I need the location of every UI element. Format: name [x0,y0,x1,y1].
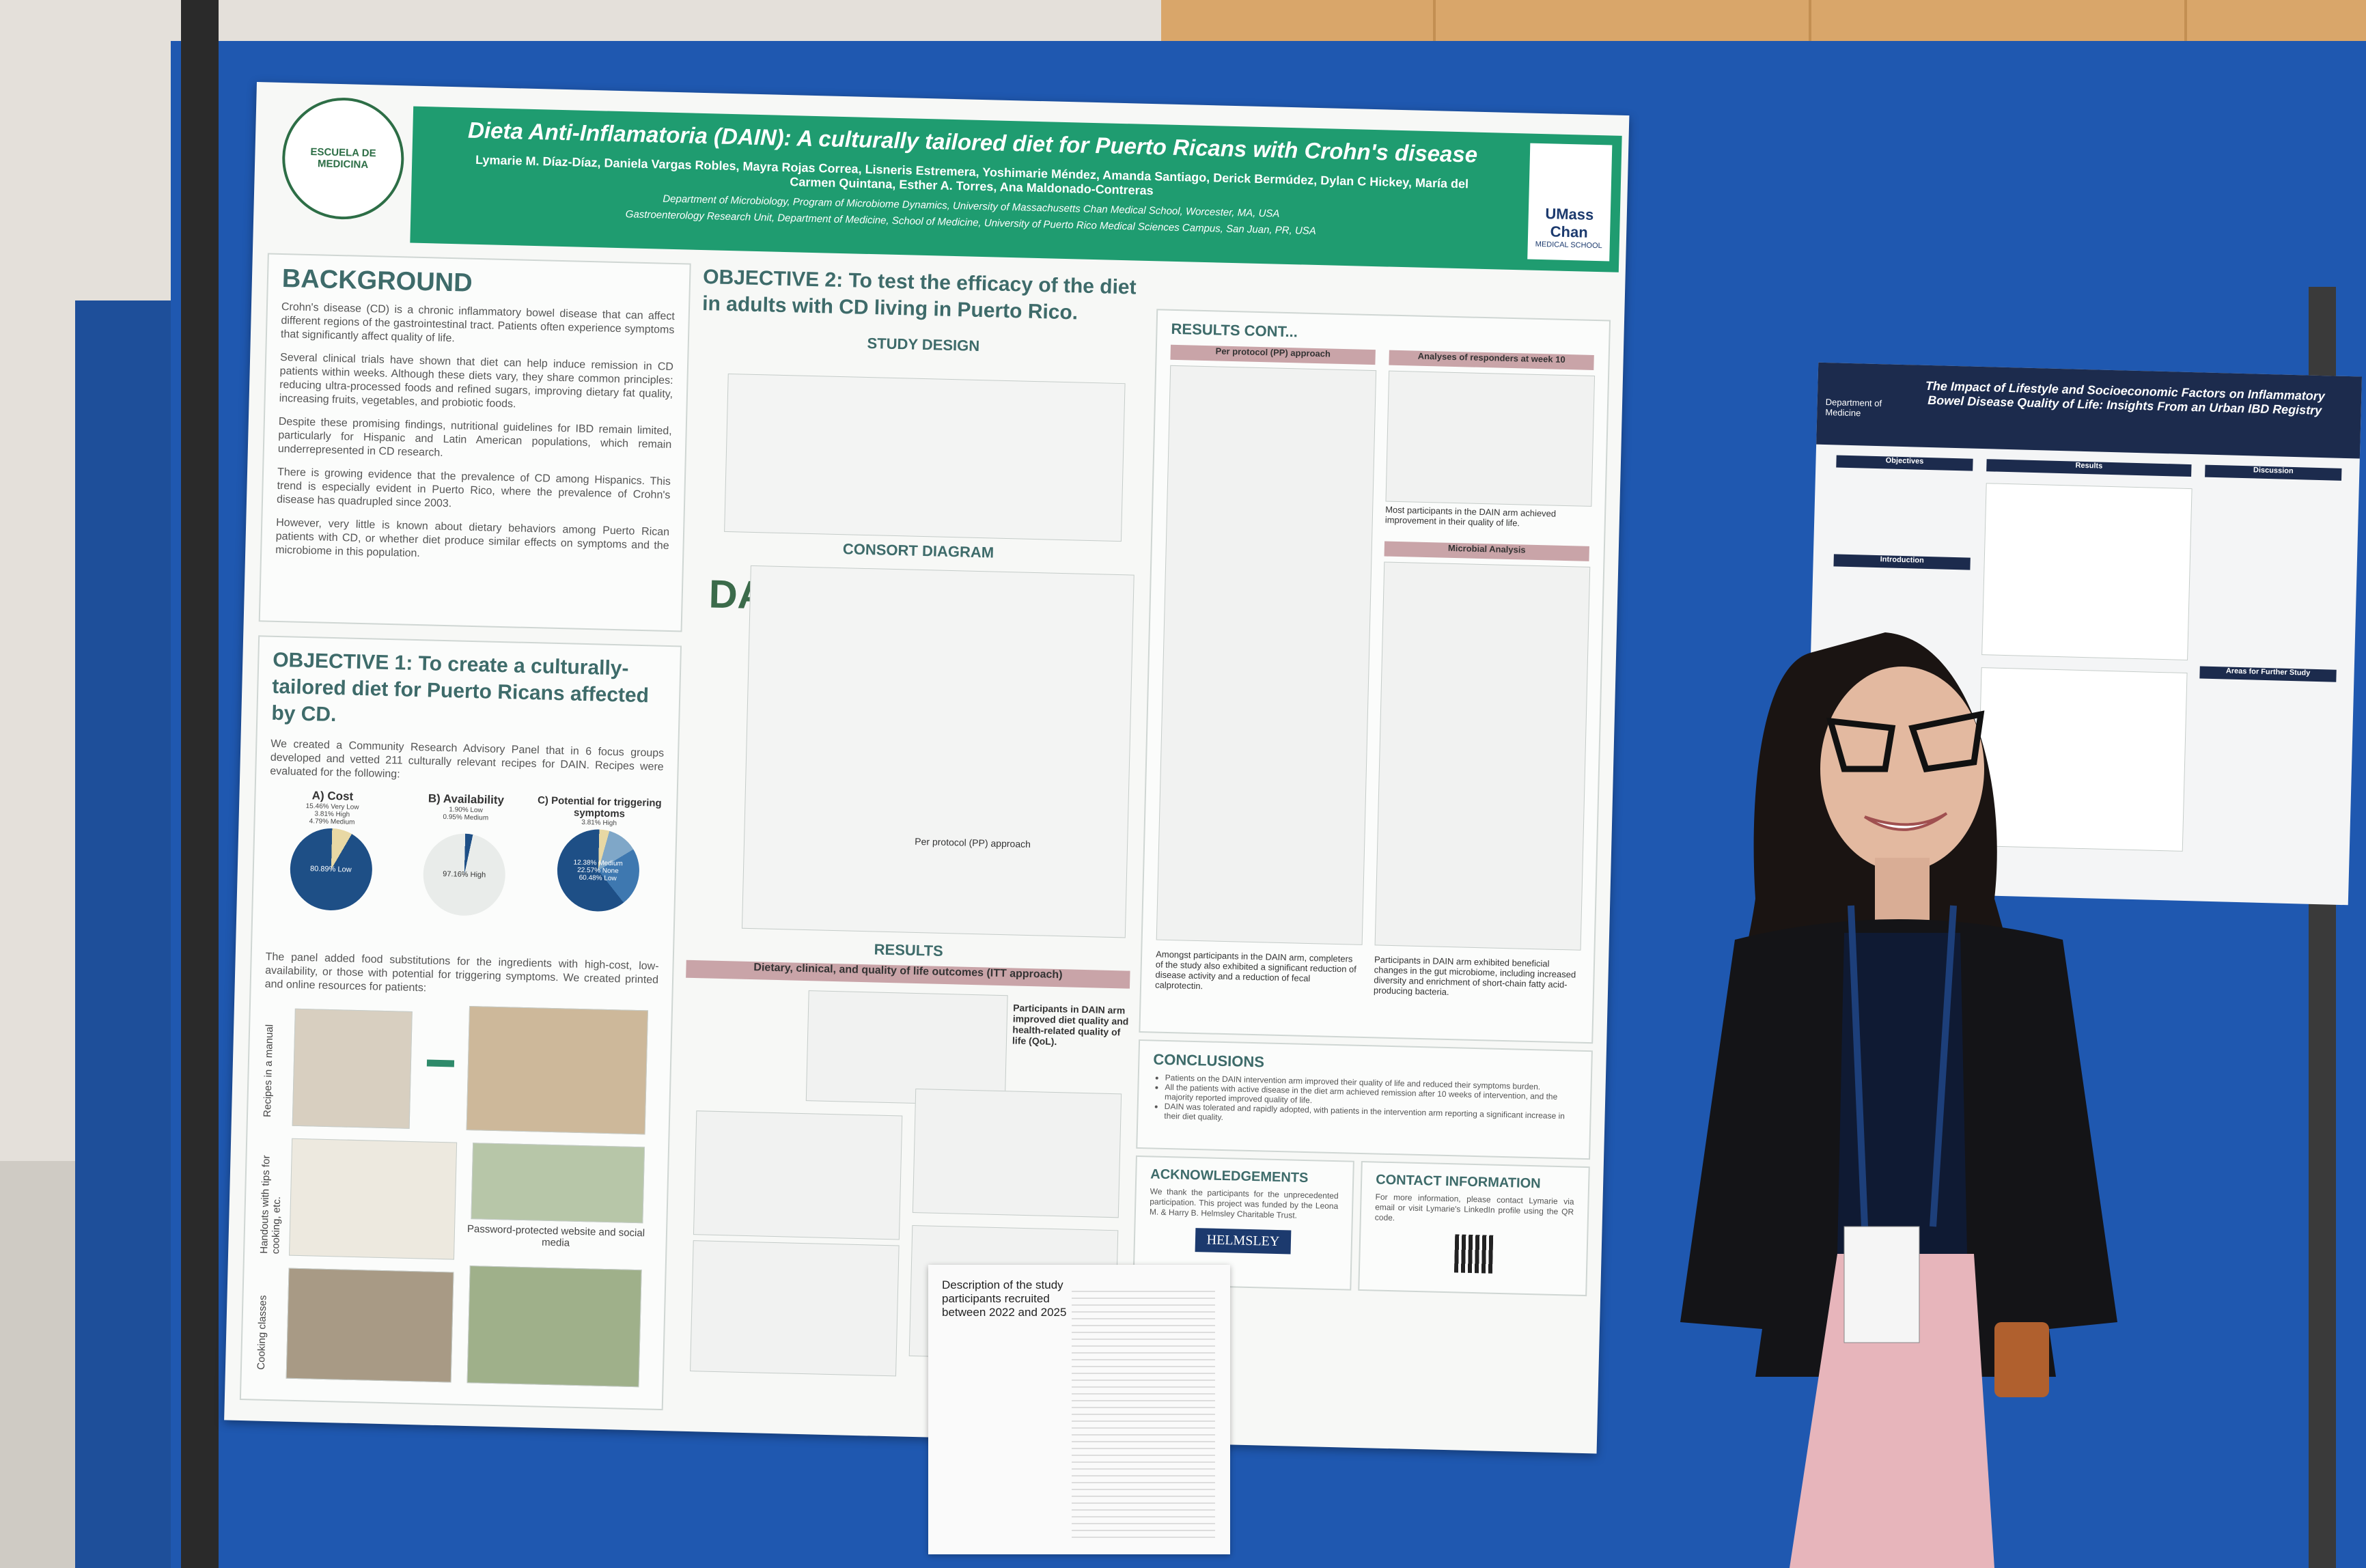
resources-panel: Recipes in a manual Handouts with tips f… [255,1001,658,1393]
side-header: Department of Medicine The Impact of Lif… [1816,362,2362,459]
side-heading: Discussion [2205,464,2342,481]
pie-block: C) Potential for triggering symptoms 3.8… [533,794,663,947]
pie: 80.89% Low [288,827,373,912]
paragraph: Crohn's disease (CD) is a chronic inflam… [280,300,675,345]
paragraph: Despite these promising findings, nutrit… [277,415,672,459]
results-note: Participants in DAIN arm improved diet q… [1012,1002,1129,1048]
board-frame [181,0,219,1568]
results-bar: Dietary, clinical, and quality of life o… [686,960,1130,989]
subheading: CONSORT DIAGRAM [842,540,994,561]
resource-label: Password-protected website and social me… [467,1223,645,1249]
section-heading: OBJECTIVE 2: To test the efficacy of the… [701,266,1137,324]
conclusions-section: CONCLUSIONS Patients on the DAIN interve… [1136,1039,1593,1160]
section-heading: RESULTS CONT... [1171,320,1298,341]
boxplot-figure [693,1110,903,1240]
paragraph: There is growing evidence that the preva… [276,466,671,510]
decoration [1908,710,1985,772]
results-note: Most participants in the DAIN arm achiev… [1384,504,1557,529]
glasses [1826,710,1985,772]
photo [466,1006,648,1135]
objective2-section: OBJECTIVE 2: To test the efficacy of the… [676,264,1147,1421]
subheading: RESULTS [874,940,944,960]
bar-figure [1385,370,1596,507]
photo [471,1143,645,1224]
main-poster: ESCUELA DE MEDICINA Dieta Anti-Inflamato… [224,82,1630,1454]
section-heading: BACKGROUND [281,264,473,298]
pie-label: C) Potential for triggering symptoms [537,794,662,820]
pie-slice-label: 80.89% Low [309,865,352,874]
microbiome-figures [1374,561,1591,951]
photo [289,1138,458,1260]
pie-block: B) Availability 1.90% Low 0.95% Medium 9… [400,792,529,944]
qr-code [1453,1234,1493,1274]
section-heading: OBJECTIVE 1: To create a culturally-tail… [271,648,650,727]
paragraph: However, very little is known about diet… [275,516,670,560]
line-figures [1156,365,1377,945]
helmsley-logo: HELMSLEY [1195,1228,1292,1255]
paragraph: We created a Community Research Advisory… [270,738,665,781]
logo-left: ESCUELA DE MEDICINA [281,96,406,221]
results-note: Amongst participants in the DAIN arm, co… [1154,949,1357,992]
decoration [1826,717,1896,772]
paragraph: We thank the participants for the unprec… [1149,1186,1339,1220]
study-design-diagram [724,373,1126,542]
results-bar: Per protocol (PP) approach [1170,344,1376,365]
pants [1790,1254,1994,1568]
pie: 97.16% High [422,832,507,917]
results-cont-section: RESULTS CONT... Per protocol (PP) approa… [1139,309,1611,1044]
pie: 12.38% Medium 22.57% None 60.48% Low [555,828,640,912]
boxplot-figure [912,1088,1122,1218]
paragraph: Several clinical trials have shown that … [279,351,674,410]
face [1820,667,1984,871]
photo [292,1008,413,1129]
side-heading: Introduction [1833,554,1971,570]
results-bar: Microbial Analysis [1384,541,1589,561]
background-section: BACKGROUND Crohn's disease (CD) is a chr… [258,253,691,632]
section-heading: CONTACT INFORMATION [1375,1172,1541,1192]
resource-label: Recipes in a manual [261,1024,276,1118]
side-dept: Department of Medicine [1825,397,1882,419]
consort-diagram [741,565,1135,938]
description-sheet: Description of the study participants re… [928,1265,1230,1554]
lanyard [1848,905,1957,1227]
resource-label: Handouts with tips for cooking, etc. [258,1155,283,1255]
boxplot-figure [690,1240,900,1377]
person [1680,632,2117,1568]
side-heading: Results [1986,459,2192,477]
badge [1843,1226,1920,1343]
results-note: Participants in DAIN arm exhibited benef… [1373,954,1576,998]
section-heading: ACKNOWLEDGEMENTS [1150,1166,1309,1186]
pie-row: A) Cost 15.46% Very Low 3.81% High 4.79%… [266,788,663,948]
pie-block: A) Cost 15.46% Very Low 3.81% High 4.79%… [266,788,395,941]
paragraph: For more information, please contact Lym… [1374,1192,1574,1223]
side-title: The Impact of Lifestyle and Socioeconomi… [1925,378,2326,418]
contact-section: CONTACT INFORMATION For more information… [1358,1160,1590,1297]
arrow [426,1059,455,1067]
neck [1875,858,1930,926]
photo [467,1265,642,1388]
results-bar: Analyses of responders at week 10 [1389,350,1594,370]
subheading: STUDY DESIGN [867,334,980,354]
objective1-section: OBJECTIVE 1: To create a culturally-tail… [239,635,682,1411]
paragraph: The panel added food substitutions for t… [264,951,659,994]
smile [1863,812,1948,831]
phone [1994,1322,2049,1397]
sheet-title: Description of the study participants re… [942,1278,1067,1319]
header-band: Dieta Anti-Inflamatoria (DAIN): A cultur… [410,106,1622,272]
logo-text: UMass Chan [1545,205,1594,241]
boxplot-figure [805,990,1008,1106]
pie-slice-label: 60.48% Low [579,873,617,882]
participants-table [1072,1285,1215,1538]
pie-slice-label: 97.16% High [443,869,486,880]
logo-text: MEDICAL SCHOOL [1535,240,1602,251]
photo [286,1268,454,1383]
back-board [75,300,171,1568]
conclusions-list: Patients on the DAIN intervention arm im… [1152,1072,1577,1130]
side-heading: Objectives [1836,455,1973,471]
logo-right: UMass Chan MEDICAL SCHOOL [1527,143,1613,262]
resource-label: Cooking classes [255,1295,269,1370]
